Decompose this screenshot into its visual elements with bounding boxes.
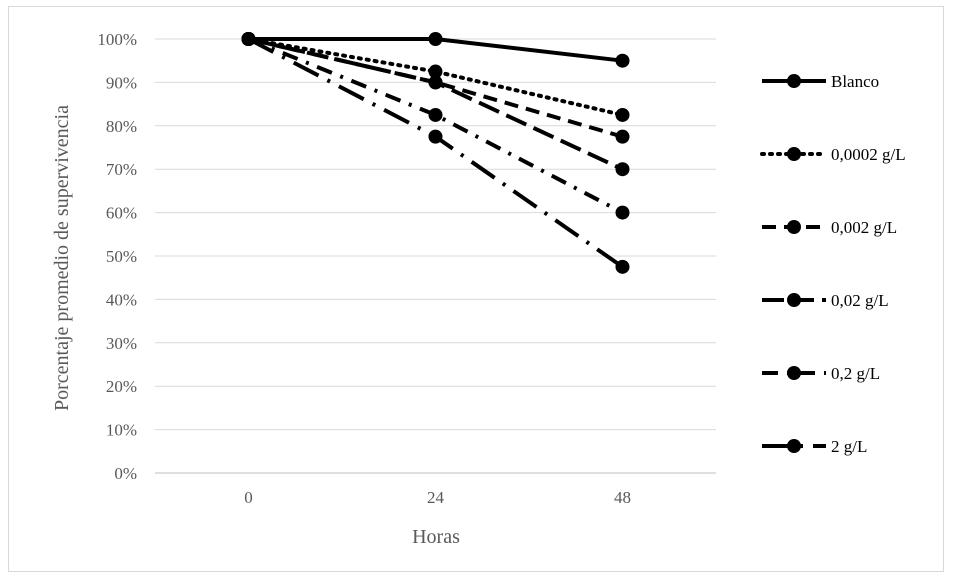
data-point <box>241 32 256 46</box>
y-axis-title: Porcentaje promedio de supervivencia <box>51 105 73 411</box>
data-point <box>428 64 443 79</box>
series-5 <box>241 32 630 274</box>
y-tick-label: 80% <box>106 117 137 136</box>
y-tick-label: 60% <box>106 204 137 223</box>
series-line <box>248 37 624 139</box>
x-tick-labels: 0 24 48 <box>244 488 631 507</box>
y-tick-label: 0% <box>114 464 137 483</box>
data-point <box>615 259 630 274</box>
series-line <box>248 37 624 172</box>
data-point <box>615 162 630 177</box>
legend-label: 0,002 g/L <box>831 218 897 237</box>
x-axis-title: Horas <box>412 526 460 548</box>
chart-frame <box>8 6 944 572</box>
legend-item: Blanco <box>762 72 879 91</box>
data-point <box>428 107 443 122</box>
data-point <box>615 205 630 220</box>
y-tick-label: 50% <box>106 247 137 266</box>
legend-label: Blanco <box>831 72 879 91</box>
data-point <box>428 75 443 90</box>
legend-marker <box>787 74 801 88</box>
legend-marker <box>787 220 801 234</box>
legend-item: 0,0002 g/L <box>760 145 906 164</box>
data-point <box>428 32 443 46</box>
y-tick-label: 90% <box>106 73 137 92</box>
y-tick-label: 10% <box>106 421 137 440</box>
legend-item: 2 g/L <box>762 437 867 456</box>
data-point <box>428 129 443 144</box>
legend-label: 0,02 g/L <box>831 291 889 310</box>
legend-marker <box>787 293 801 307</box>
legend-label: 0,2 g/L <box>831 364 880 383</box>
data-point <box>615 107 630 122</box>
legend-marker <box>787 147 801 161</box>
data-point <box>615 53 630 68</box>
legend-marker <box>787 366 801 380</box>
x-tick-label: 0 <box>244 488 253 507</box>
y-tick-label: 100% <box>97 30 137 49</box>
data-point <box>615 129 630 144</box>
legend: Blanco 0,0002 g/L 0,002 g/L 0,02 g/L 0,2 g/L… <box>760 72 906 456</box>
legend-label: 0,0002 g/L <box>831 145 906 164</box>
y-tick-label: 20% <box>106 377 137 396</box>
legend-item: 0,02 g/L <box>762 291 889 310</box>
legend-item: 0,002 g/L <box>762 218 897 237</box>
x-tick-label: 48 <box>614 488 631 507</box>
y-tick-labels: 0% 10% 20% 30% 40% 50% 60% 70% 80% 90% 100% <box>97 30 137 483</box>
series-line <box>247 37 624 215</box>
y-tick-label: 70% <box>106 160 137 179</box>
series-line <box>246 37 625 117</box>
legend-item: 0,2 g/L <box>762 364 880 383</box>
y-tick-label: 40% <box>106 290 137 309</box>
x-tick-label: 24 <box>427 488 445 507</box>
gridlines <box>155 38 716 474</box>
legend-marker <box>787 439 801 453</box>
legend-label: 2 g/L <box>831 437 867 456</box>
y-tick-label: 30% <box>106 334 137 353</box>
series-group <box>241 32 630 274</box>
